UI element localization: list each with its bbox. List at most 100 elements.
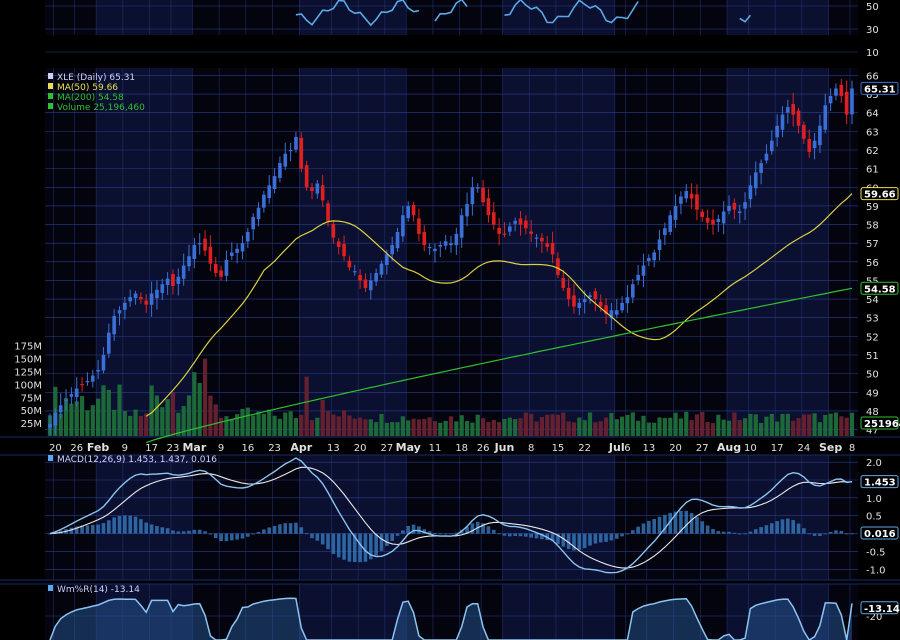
x-tick-label: 23: [167, 443, 180, 454]
macd-hist-badge: 0.016: [864, 529, 896, 540]
volume-bar: [288, 411, 293, 436]
rsi-month-band: [828, 0, 858, 35]
volume-bar: [545, 414, 550, 436]
candle-body: [417, 218, 421, 234]
macd-month-band: [406, 455, 503, 580]
candle-body: [192, 245, 197, 260]
price-y-tick-label: 59: [866, 202, 879, 213]
volume-bar: [518, 418, 523, 436]
macd-histogram-bar: [358, 533, 362, 563]
volume-bar: [400, 416, 405, 436]
macd-histogram-bar: [577, 533, 582, 550]
candle-body: [433, 248, 437, 252]
candle-body: [614, 310, 619, 315]
candle-body: [320, 185, 325, 201]
macd-histogram-bar: [598, 533, 603, 543]
macd-histogram-bar: [272, 525, 277, 534]
volume-y-tick-label: 175M: [14, 342, 42, 353]
volume-bar: [218, 417, 224, 436]
macd-histogram-bar: [481, 523, 485, 534]
macd-histogram-bar: [689, 513, 694, 534]
candle-body: [588, 295, 592, 298]
x-tick-label: Apr: [290, 441, 312, 454]
candle-body: [534, 237, 539, 239]
volume-bar: [817, 422, 823, 436]
x-tick-label: 26: [70, 443, 83, 454]
macd-histogram-bar: [240, 533, 245, 539]
macd-histogram-bar: [502, 533, 507, 536]
macd-histogram-bar: [267, 527, 272, 534]
candle-body: [716, 218, 721, 222]
volume-bar: [486, 422, 491, 436]
macd-histogram-bar: [818, 533, 822, 536]
candle-body: [128, 297, 132, 302]
macd-histogram-bar: [497, 533, 501, 535]
volume-bar: [785, 413, 790, 436]
candle-body: [74, 388, 79, 398]
macd-histogram-bar: [101, 523, 106, 534]
macd-histogram-bar: [187, 530, 191, 534]
ma50-line: [145, 193, 853, 417]
volume-bar: [229, 418, 234, 436]
macd-histogram-bar: [786, 518, 790, 534]
macd-histogram-bar: [700, 521, 705, 534]
volume-bar: [325, 411, 331, 436]
candle-body: [641, 265, 646, 276]
volume-bar: [700, 412, 705, 436]
volume-bar: [69, 403, 74, 436]
rsi-month-band: [502, 0, 615, 35]
price-y-tick-label: 63: [866, 127, 879, 138]
candle-body: [208, 246, 213, 264]
candle-body: [657, 239, 662, 251]
macd-histogram-bar: [208, 533, 213, 535]
candle-body: [123, 302, 127, 310]
candle-body: [620, 302, 624, 311]
candle-body: [160, 284, 165, 293]
macd-histogram-bar: [213, 533, 218, 539]
wr-y-tick-label: -20: [866, 612, 882, 623]
candle-body: [256, 207, 261, 220]
rsi-month-band: [727, 0, 829, 35]
rsi-month-band: [45, 0, 97, 35]
volume-bar: [673, 412, 678, 436]
candle-body: [326, 203, 330, 221]
volume-bar: [176, 412, 181, 436]
volume-bar: [759, 422, 764, 436]
candle-body: [48, 423, 52, 428]
volume-bar: [122, 411, 127, 436]
candle-body: [609, 310, 614, 319]
volume-bar: [267, 409, 272, 436]
macd-histogram-bar: [390, 533, 394, 541]
volume-bar: [801, 414, 806, 436]
macd-histogram-bar: [171, 530, 175, 534]
wr-month-band: [299, 584, 407, 640]
candle-body: [251, 217, 255, 230]
macd-histogram-bar: [411, 524, 416, 534]
candle-body: [294, 136, 298, 150]
volume-bar: [652, 422, 657, 436]
macd-histogram-bar: [839, 530, 844, 534]
macd-histogram-bar: [133, 516, 138, 534]
volume-bar: [299, 414, 304, 436]
candle-body: [411, 205, 416, 216]
volume-bar: [721, 419, 726, 436]
volume-bar: [497, 422, 502, 436]
legend-swatch: [48, 73, 53, 79]
volume-bar: [598, 421, 603, 436]
macd-histogram-bar: [155, 526, 159, 534]
candle-body: [475, 187, 480, 189]
macd-histogram-bar: [604, 533, 608, 542]
wr-line: [49, 597, 853, 640]
x-tick-label: 26: [477, 443, 490, 454]
macd-histogram-bar: [288, 523, 293, 534]
volume-y-tick-label: 50M: [21, 406, 42, 417]
volume-bar: [534, 421, 539, 436]
macd-histogram-bar: [433, 533, 437, 534]
candle-body: [304, 165, 309, 188]
price-legend-entry: MA(50) 59.66: [57, 83, 118, 93]
price-y-tick-label: 57: [866, 239, 879, 250]
macd-histogram-bar: [326, 533, 330, 550]
candle-body: [759, 163, 763, 173]
macd-histogram-bar: [802, 528, 806, 534]
wr-area: [50, 598, 852, 640]
